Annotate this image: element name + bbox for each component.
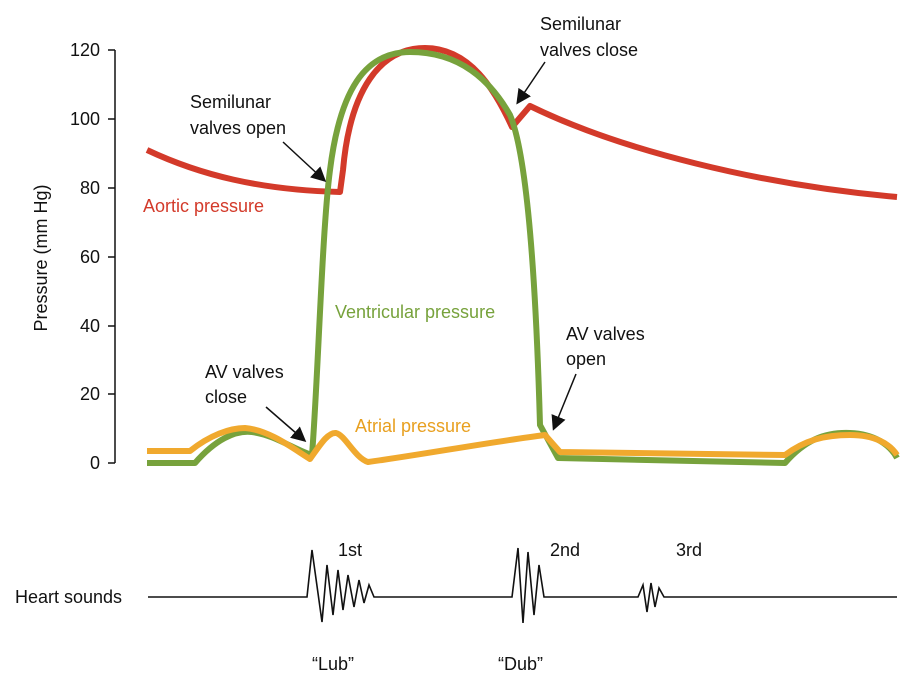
- aortic-pressure-curve: [145, 45, 898, 200]
- tick-label-100: 100: [70, 109, 100, 129]
- semilunar-close-arrow: [516, 61, 546, 105]
- av-close-arrow: [265, 406, 307, 442]
- aortic-pressure-label: Aortic pressure: [143, 196, 264, 216]
- av-open-line1: AV valves: [566, 324, 645, 344]
- second-sound-label: 2nd: [550, 540, 580, 560]
- lub-label: “Lub”: [312, 654, 354, 674]
- atrial-pressure-curve: [147, 425, 900, 465]
- tick-label-40: 40: [80, 316, 100, 336]
- dub-label: “Dub”: [498, 654, 543, 674]
- tick-label-0: 0: [90, 453, 100, 473]
- semilunar-close-line1: Semilunar: [540, 14, 621, 34]
- av-open-line2: open: [566, 349, 606, 369]
- semilunar-open-line1: Semilunar: [190, 92, 271, 112]
- av-close-line1: AV valves: [205, 362, 284, 382]
- tick-label-120: 120: [70, 40, 100, 60]
- tick-label-20: 20: [80, 384, 100, 404]
- heart-sounds-label: Heart sounds: [15, 587, 122, 607]
- ventricular-pressure-label: Ventricular pressure: [335, 302, 495, 322]
- av-close-line2: close: [205, 387, 247, 407]
- semilunar-open-line2: valves open: [190, 118, 286, 138]
- atrial-pressure-label: Atrial pressure: [355, 416, 471, 436]
- third-sound-label: 3rd: [676, 540, 702, 560]
- y-ticks: [108, 49, 115, 464]
- first-sound-label: 1st: [338, 540, 362, 560]
- tick-label-60: 60: [80, 247, 100, 267]
- semilunar-open-arrow: [282, 141, 327, 183]
- tick-label-80: 80: [80, 178, 100, 198]
- semilunar-close-line2: valves close: [540, 40, 638, 60]
- av-open-arrow: [551, 373, 577, 431]
- y-axis-label: Pressure (mm Hg): [31, 184, 51, 331]
- heart-sounds-trace: [148, 547, 897, 624]
